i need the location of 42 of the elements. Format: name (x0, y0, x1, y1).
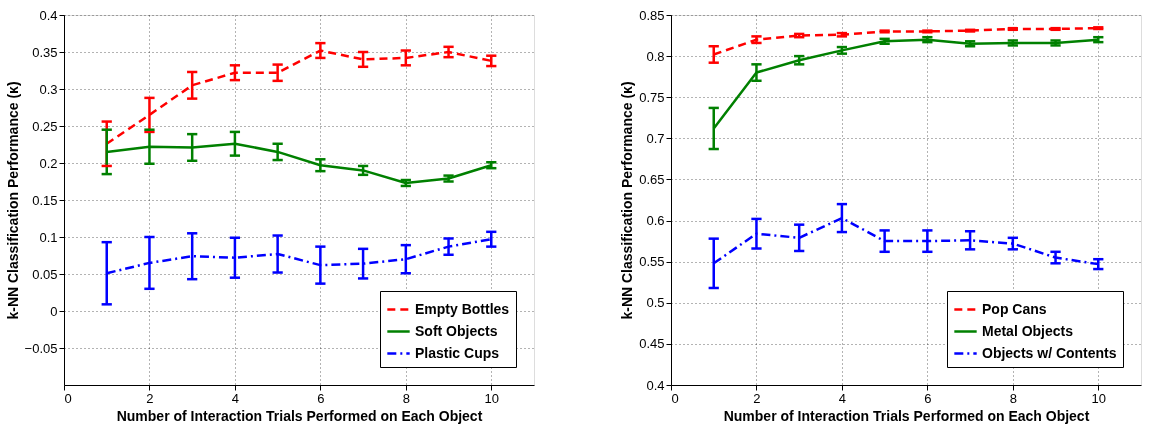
y-tick-label: 0.5 (646, 295, 665, 311)
x-axis-title: Number of Interaction Trials Performed on Each Object (723, 407, 1090, 424)
x-tick-label: 0 (64, 390, 72, 406)
y-axis-title: k-NN Classification Performance (κ) (4, 81, 21, 320)
x-tick-label: 10 (484, 390, 500, 406)
y-tick-label: 0.65 (639, 171, 665, 187)
legend-label: Soft Objects (415, 322, 498, 339)
x-tick-label: 8 (402, 390, 410, 406)
x-tick-label: 6 (924, 390, 932, 406)
y-tick-label: 0.4 (646, 377, 665, 393)
x-tick-label: 2 (753, 390, 761, 406)
y-tick-label: 0.35 (32, 44, 58, 60)
y-tick-label: 0.85 (639, 7, 665, 23)
y-tick-label: 0.75 (639, 89, 665, 105)
legend-label: Empty Bottles (415, 300, 510, 317)
x-tick-label: 0 (671, 390, 679, 406)
legend-label: Plastic Cups (415, 344, 500, 361)
legend-label: Pop Cans (982, 300, 1047, 317)
y-tick-label: 0 (50, 303, 58, 319)
y-tick-label: 0.2 (39, 155, 58, 171)
y-tick-label: 0.6 (646, 213, 665, 229)
y-tick-label: 0.1 (39, 229, 58, 245)
y-tick-label: −0.05 (24, 340, 58, 356)
legend-label: Objects w/ Contents (982, 344, 1117, 361)
y-tick-label: 0.8 (646, 48, 665, 64)
y-tick-label: 0.15 (32, 192, 58, 208)
legend-label: Metal Objects (982, 322, 1074, 339)
x-tick-label: 4 (231, 390, 240, 406)
y-tick-label: 0.3 (39, 81, 58, 97)
x-tick-label: 10 (1091, 390, 1107, 406)
x-tick-label: 2 (146, 390, 154, 406)
y-axis-title: k-NN Classification Performance (κ) (619, 81, 636, 320)
x-tick-label: 8 (1009, 390, 1017, 406)
y-tick-label: 0.45 (639, 336, 665, 352)
y-tick-label: 0.7 (646, 130, 665, 146)
x-axis-title: Number of Interaction Trials Performed on Each Object (116, 407, 483, 424)
y-tick-label: 0.4 (39, 7, 58, 23)
y-tick-label: 0.55 (639, 254, 665, 270)
x-tick-label: 4 (838, 390, 847, 406)
y-tick-label: 0.05 (32, 266, 58, 282)
x-tick-label: 6 (317, 390, 325, 406)
y-tick-label: 0.25 (32, 118, 58, 134)
